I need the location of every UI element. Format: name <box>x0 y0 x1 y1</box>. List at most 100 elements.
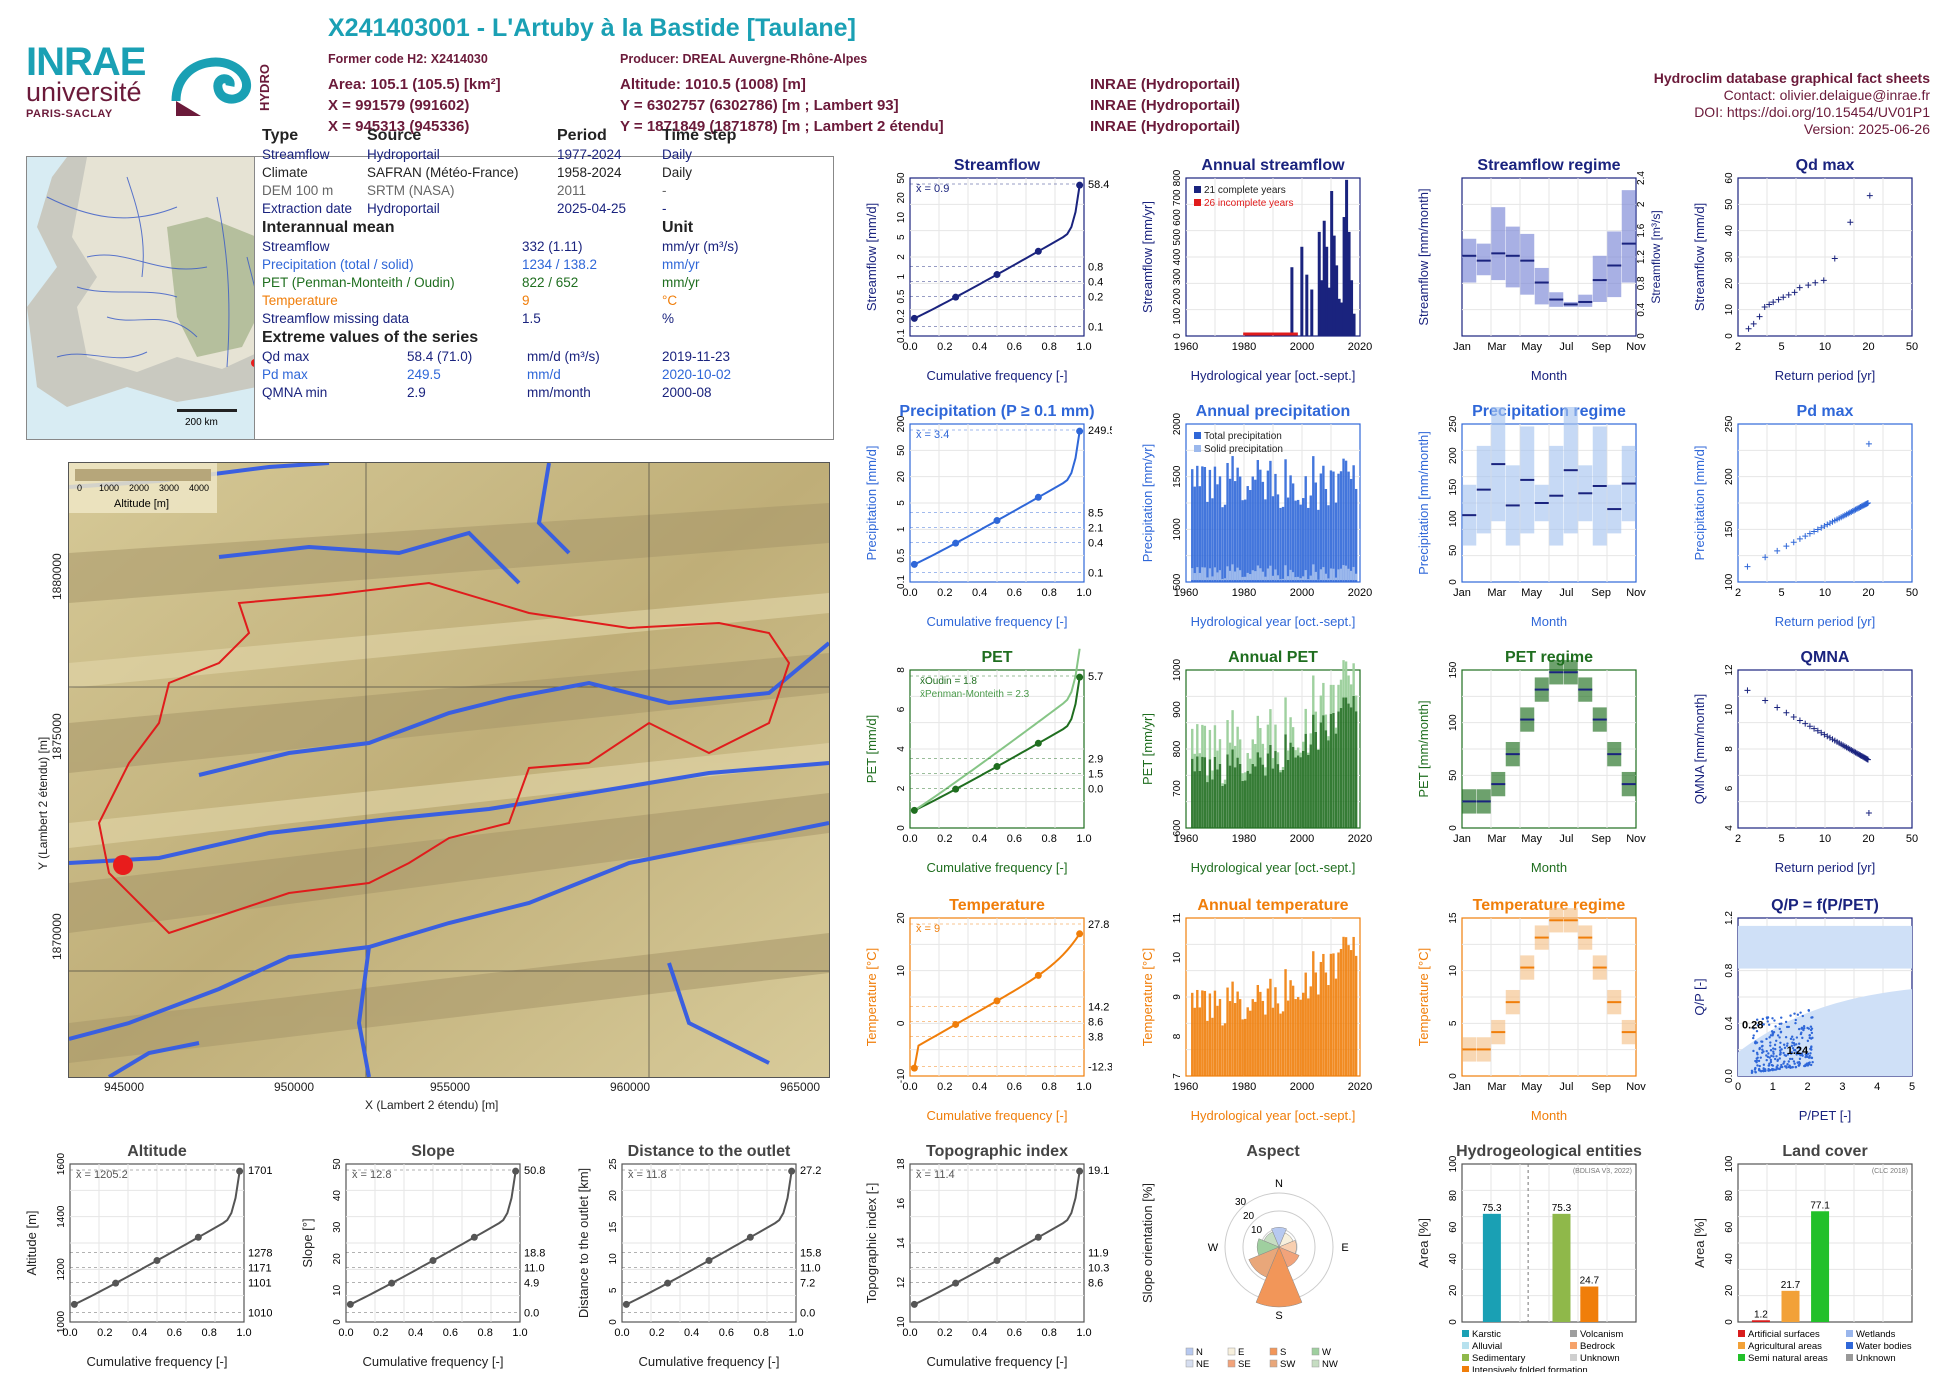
return-period-point <box>1820 277 1827 284</box>
return-period-point <box>1750 320 1757 327</box>
qp-point <box>1805 1062 1809 1065</box>
year-bar <box>1302 498 1305 582</box>
y-tick-label: 6 <box>896 706 907 712</box>
return-period-point <box>1852 749 1859 756</box>
quantile-label: 0.0 <box>800 1308 815 1320</box>
x-tick-label: 2020 <box>1348 833 1372 845</box>
qp-point <box>1762 1067 1765 1070</box>
quantile-label: 11.0 <box>524 1263 545 1275</box>
year-bar <box>1334 978 1338 1076</box>
year-bar-solid <box>1244 576 1247 580</box>
x-tick-label: 1980 <box>1232 341 1256 353</box>
x-tick-label: 0.4 <box>972 587 987 599</box>
qp-point <box>1774 1047 1777 1051</box>
y-tick-label: 12 <box>896 1277 907 1289</box>
year-bar <box>1251 999 1254 1076</box>
x-tick-label: 0.2 <box>937 1327 952 1339</box>
year-bar <box>1274 473 1277 582</box>
qp-point <box>1801 1054 1804 1057</box>
legend-swatch <box>1311 1359 1320 1368</box>
y-tick-label: 30 <box>1724 251 1735 263</box>
year-bar-solid <box>1271 575 1275 580</box>
year-bar <box>1286 1000 1290 1076</box>
quantile-label: 0.0 <box>524 1308 539 1320</box>
quantile-label: 15.8 <box>800 1248 821 1260</box>
year-bar-penman <box>1289 717 1292 743</box>
year-bar <box>1221 1025 1224 1076</box>
y-tick-label: 5 <box>1448 1020 1459 1026</box>
year-bar <box>1254 766 1257 828</box>
year-bar <box>1201 756 1204 828</box>
svg-text:HYDRO: HYDRO <box>257 64 272 111</box>
x-tick-label: 2 <box>1805 1081 1811 1093</box>
x-axis-label: Hydrological year [oct.-sept.] <box>1191 614 1356 629</box>
altitude-chart: Altitude Cumulative frequency [-] Altitude… <box>22 1142 272 1372</box>
qp-point <box>1765 1049 1768 1053</box>
year-bar <box>1334 502 1338 582</box>
return-period-point <box>1814 727 1821 734</box>
year-bar <box>1347 471 1350 582</box>
year-bar-solid <box>1312 564 1315 580</box>
x-axis-label: P/PET [-] <box>1799 1108 1852 1123</box>
dem-xtick: 945000 <box>104 1080 145 1094</box>
dem-map: 0 1000 2000 3000 4000 Altitude [m] <box>68 462 830 1078</box>
year-bar-penman <box>1208 729 1212 760</box>
year-bar-penman <box>1236 726 1239 758</box>
year-bar <box>1317 509 1320 582</box>
mean-label: x̄ = 3.4 <box>916 429 949 441</box>
aspect-sector <box>1256 1238 1280 1256</box>
x-tick-label: 0.8 <box>754 1327 769 1339</box>
chart-title: Annual PET <box>1228 649 1318 666</box>
y-axis-label: Streamflow [mm/month] <box>1416 188 1431 325</box>
quantile-point <box>910 314 918 322</box>
aspect-direction: S <box>1275 1310 1282 1322</box>
legend-swatch <box>1194 432 1201 439</box>
qp-point <box>1808 1061 1811 1064</box>
x-tick-label: 0.2 <box>649 1327 664 1339</box>
x-tick-label: 0.0 <box>902 1327 917 1339</box>
y-axis-label: Streamflow [mm/d] <box>864 203 879 311</box>
x-axis-label: Month <box>1531 860 1567 875</box>
mean-unit: mm/yr <box>662 275 700 290</box>
year-bar <box>1218 476 1222 582</box>
qp-point <box>1762 1023 1766 1026</box>
quantile-point <box>993 1257 1001 1265</box>
qp-point <box>1806 1064 1810 1067</box>
quantile-point <box>952 293 960 301</box>
dem-ylabel: Y (Lambert 2 étendu) [m] <box>36 736 50 870</box>
year-bar <box>1211 779 1214 828</box>
y-tick-label: 200 <box>1172 288 1183 305</box>
extreme-date: 2000-08 <box>662 385 712 400</box>
y-tick-label: 25 <box>608 1158 619 1170</box>
year-bar <box>1320 280 1324 336</box>
year-bar-solid <box>1213 567 1217 580</box>
year-bar-penman <box>1314 711 1318 732</box>
year-bar <box>1289 475 1292 582</box>
year-bar-solid <box>1241 576 1244 580</box>
mean-label: x̄ = 12.8 <box>352 1169 391 1181</box>
return-period-point <box>1785 291 1792 298</box>
return-period-point <box>1770 299 1777 306</box>
chart-svg: Distance to the outlet Cumulative frequen… <box>576 1143 821 1369</box>
legend-swatch <box>1738 1342 1745 1349</box>
quantile-point <box>70 1300 78 1308</box>
y-axis-label: Temperature [°C] <box>1140 948 1155 1046</box>
chart-title: Distance to the outlet <box>628 1143 791 1160</box>
y-axis-label: Slope [°] <box>300 1218 315 1267</box>
quantile-label: 5.7 <box>1088 671 1103 683</box>
year-bar <box>1236 757 1239 828</box>
info-doi[interactable]: DOI: https://doi.org/10.15454/UV01P1 <box>1694 104 1930 120</box>
year-bar-penman <box>1211 770 1214 780</box>
y-tick-label: 0.0 <box>1724 1069 1735 1083</box>
y-tick-label: 1400 <box>56 1205 67 1228</box>
month-box <box>1520 233 1535 295</box>
year-bar-penman <box>1302 741 1305 751</box>
slope-chart: Slope Cumulative frequency [-] Slope [°] 0.… <box>298 1142 548 1372</box>
year-bar <box>1249 773 1252 828</box>
year-bar <box>1241 780 1244 828</box>
y-axis-label: PET [mm/yr] <box>1140 713 1155 785</box>
year-bar <box>1312 714 1315 828</box>
year-bar-penman <box>1337 684 1340 712</box>
chart-title: Streamflow regime <box>1477 157 1620 174</box>
month-box <box>1505 226 1520 288</box>
